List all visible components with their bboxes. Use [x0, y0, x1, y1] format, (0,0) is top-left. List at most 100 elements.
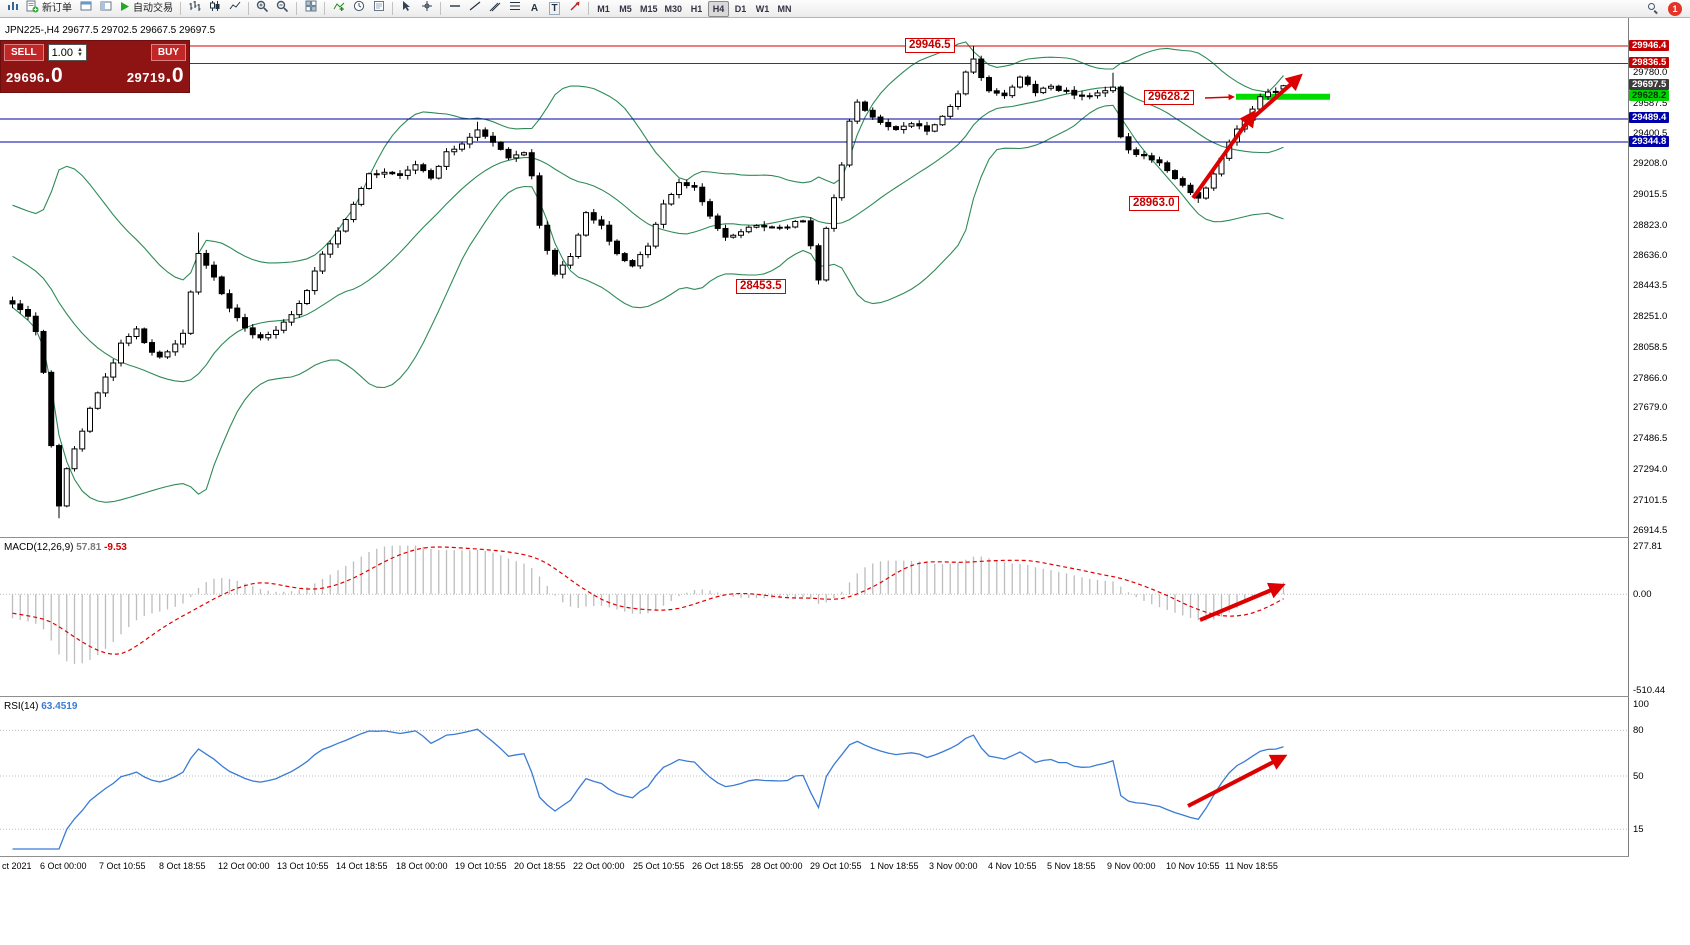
macd-panel[interactable] — [0, 545, 1628, 664]
timeframe-h1-button[interactable]: H1 — [690, 3, 703, 14]
arrows-tool-button[interactable] — [565, 1, 584, 17]
price-tag-resistance-upper: 29946.4 — [1629, 39, 1670, 51]
auto-trading-icon — [119, 1, 130, 17]
channel-tool-button[interactable] — [485, 1, 504, 17]
timeframe-m5-button[interactable]: M5 — [619, 3, 632, 14]
time-axis[interactable]: ct 2021 6 Oct 00:00 7 Oct 10:55 8 Oct 18:55… — [0, 857, 1628, 875]
search-button[interactable] — [1644, 1, 1663, 17]
price-axis-border — [1628, 17, 1629, 857]
price-annotation-label[interactable]: 28963.0 — [1129, 196, 1179, 211]
fibonacci-tool-button[interactable] — [505, 1, 524, 17]
sell-button[interactable]: SELL — [4, 44, 44, 61]
crosshair-button[interactable] — [417, 1, 436, 17]
price-annotation-label[interactable]: 28453.5 — [736, 279, 786, 294]
timeframe-m15-button[interactable]: M15 — [640, 3, 658, 14]
auto-trading-button-label: 自动交易 — [133, 2, 173, 14]
time-axis-label: 18 Oct 00:00 — [396, 861, 448, 871]
price-axis-tick: 27866.0 — [1633, 372, 1668, 384]
time-axis-label: 11 Nov 18:55 — [1225, 861, 1278, 871]
time-axis-label: 14 Oct 18:55 — [336, 861, 388, 871]
price-axis-tick: 26914.5 — [1633, 524, 1668, 536]
sell-price[interactable]: 29696.0 — [6, 64, 64, 87]
periodicity-button[interactable] — [349, 0, 368, 17]
trend-arrow-rsi[interactable] — [1187, 754, 1288, 808]
text-tool-button[interactable]: A — [525, 1, 544, 17]
price-axis-tick: 29780.0 — [1633, 67, 1668, 79]
time-axis-label: 5 Nov 18:55 — [1047, 861, 1096, 871]
notification-badge[interactable]: 1 — [1668, 1, 1682, 16]
volume-stepper[interactable]: 1.00 ▲ ▼ — [47, 44, 87, 61]
bar-chart-button[interactable] — [185, 1, 204, 17]
new-order-button[interactable]: 新订单 — [23, 0, 75, 18]
templates-icon — [373, 0, 385, 17]
tile-windows-button[interactable] — [301, 0, 320, 17]
volume-down-button[interactable]: ▼ — [76, 51, 83, 58]
trendline-tool-icon — [469, 0, 481, 17]
zoom-out-icon — [276, 0, 289, 18]
candle-chart-button[interactable] — [205, 1, 224, 17]
timeframe-mn-button[interactable]: MN — [777, 3, 792, 14]
buy-price[interactable]: 29719.0 — [126, 64, 184, 87]
bar-chart-icon — [189, 0, 201, 17]
text-tool-icon: A — [530, 2, 539, 14]
fibonacci-tool-icon — [509, 0, 521, 17]
rsi-panel[interactable] — [0, 728, 1628, 850]
arrows-tool-icon — [569, 0, 581, 17]
trend-arrow-macd[interactable] — [1199, 582, 1286, 622]
price-axis-tick: 28251.0 — [1633, 311, 1668, 323]
timeframe-m1-button[interactable]: M1 — [597, 3, 610, 14]
trend-arrow-main[interactable] — [1245, 73, 1303, 125]
trendline-tool-button[interactable] — [465, 1, 484, 17]
zoom-out-button[interactable] — [273, 0, 292, 18]
auto-trading-button[interactable]: 自动交易 — [116, 1, 176, 17]
volume-up-button[interactable]: ▲ — [76, 46, 83, 53]
macd-main-value: 57.81 — [76, 542, 102, 553]
line-chart-icon — [229, 0, 241, 17]
buy-button[interactable]: BUY — [150, 44, 186, 61]
line-chart-button[interactable] — [225, 1, 244, 17]
trend-arrow-main[interactable] — [1191, 109, 1256, 200]
bollinger-upper-band[interactable] — [12, 41, 1284, 281]
timeframe-m30-button[interactable]: M30 — [664, 3, 683, 14]
cursor-button[interactable] — [397, 1, 416, 17]
main-chart-panel[interactable] — [0, 41, 1628, 519]
chart-ohlc-header: JPN225-,H4 29677.5 29702.5 29667.5 29697… — [5, 25, 216, 36]
timeframe-w1-button[interactable]: W1 — [755, 3, 770, 14]
volume-value[interactable]: 1.00 — [51, 46, 73, 59]
hline-tool-button[interactable] — [445, 1, 464, 17]
zoom-in-button[interactable] — [253, 0, 272, 18]
zoom-in-icon — [256, 0, 269, 18]
templates-button[interactable] — [369, 1, 388, 17]
label-tool-button[interactable]: T — [545, 1, 564, 17]
rsi-value: 63.4519 — [41, 701, 78, 712]
bollinger-middle-band[interactable] — [12, 86, 1284, 383]
macd-axis-label: 0.00 — [1633, 589, 1652, 601]
toolbar-separator — [324, 2, 325, 15]
market-watch-button[interactable] — [76, 1, 95, 17]
toolbar-separator — [248, 2, 249, 15]
time-axis-label: 4 Nov 10:55 — [988, 861, 1037, 871]
timeframe-h4-button[interactable]: H4 — [708, 0, 730, 17]
timeframe-d1-button[interactable]: D1 — [734, 3, 747, 14]
label-tool-icon: T — [549, 1, 560, 15]
panel-separator-macd[interactable] — [0, 537, 1690, 538]
indicators-button[interactable] — [329, 1, 348, 17]
charts-menu-button[interactable] — [3, 1, 22, 17]
price-axis[interactable]: 29780.0 29587.5 29400.5 29208.0 29015.5 28823… — [1629, 17, 1690, 857]
volume-arrows: ▲ ▼ — [76, 46, 83, 58]
new-order-button-label: 新订单 — [42, 2, 72, 14]
toolbar: 新订单 自动交易 A T M1 M5 M15 M30 H1 H4 D1 W1 MN 1 — [0, 0, 1690, 18]
navigator-button[interactable] — [96, 1, 115, 17]
price-annotation-label[interactable]: 29628.2 — [1144, 90, 1194, 105]
rsi-axis-label: 80 — [1633, 725, 1644, 737]
price-annotation-label[interactable]: 29946.5 — [905, 38, 955, 53]
macd-signal-line — [12, 546, 1284, 656]
candle-chart-icon — [209, 0, 221, 17]
panel-separator-rsi[interactable] — [0, 696, 1690, 697]
rsi-axis-label: 100 — [1633, 699, 1649, 710]
new-order-icon — [26, 0, 39, 18]
candlestick-series — [9, 45, 1287, 519]
macd-name: MACD(12,26,9) — [4, 542, 74, 553]
bollinger-lower-band[interactable] — [12, 104, 1284, 503]
